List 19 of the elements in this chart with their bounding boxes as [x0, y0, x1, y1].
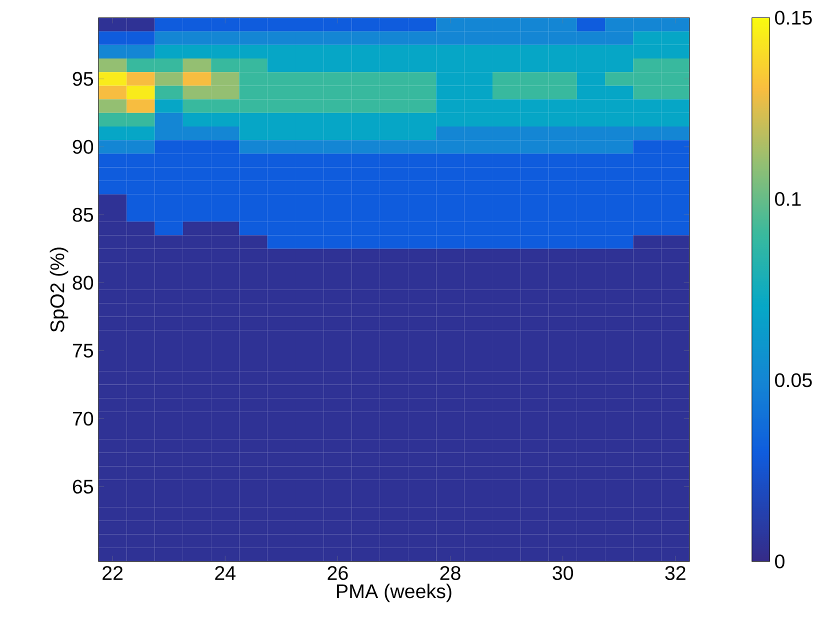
color-bar-label: 0 [775, 554, 784, 568]
color-bar-label: 0.15 [775, 10, 812, 25]
x-tick-label: 26 [328, 566, 348, 580]
x-tick-label: 32 [665, 566, 686, 580]
y-tick-label: 80 [72, 276, 94, 290]
x-tick-label: 24 [215, 566, 236, 580]
color-bar-label: 0.1 [775, 192, 801, 206]
y-tick-label: 75 [72, 344, 94, 358]
y-tick-label: 95 [72, 72, 94, 86]
x-tick-label: 30 [552, 566, 574, 580]
y-tick-label: 65 [72, 480, 94, 494]
x-axis-title: PMA (weeks) [337, 584, 452, 602]
y-tick-label: 70 [72, 412, 94, 426]
x-tick-label: 22 [102, 566, 123, 580]
y-axis-title: SpO2 (%) [50, 248, 68, 332]
y-tick-label: 90 [72, 140, 94, 154]
color-bar-label: 0.05 [775, 373, 812, 388]
y-tick-label: 85 [72, 208, 94, 222]
x-tick-label: 28 [440, 566, 460, 580]
